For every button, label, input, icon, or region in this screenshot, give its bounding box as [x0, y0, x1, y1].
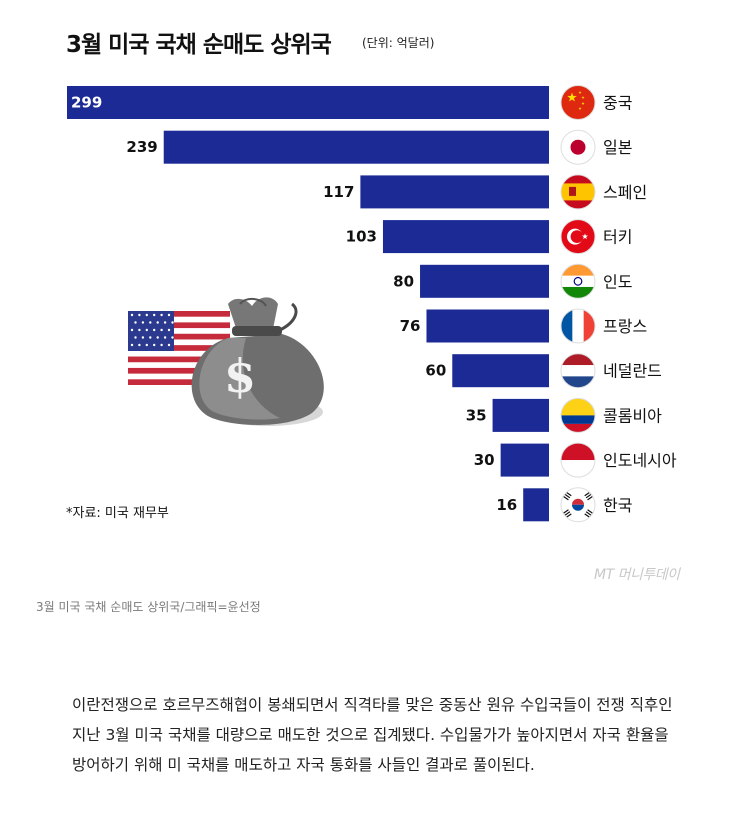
data-label: 117 — [323, 183, 354, 201]
france-flag-icon — [561, 309, 595, 343]
money-bag-icon: $ — [191, 297, 324, 426]
data-label: 16 — [496, 496, 517, 514]
category-label: 콜롬비아 — [603, 406, 662, 425]
bar — [163, 130, 549, 164]
bar — [492, 398, 549, 432]
japan-flag-icon — [561, 130, 595, 165]
image-caption: 3월 미국 국채 순매도 상위국/그래픽=윤선정 — [36, 600, 261, 614]
data-label: 30 — [474, 451, 495, 469]
netherlands-flag-icon — [561, 353, 595, 388]
bar — [420, 264, 549, 298]
data-label: 103 — [346, 228, 377, 246]
bar — [523, 488, 549, 522]
data-label: 35 — [466, 406, 487, 424]
source-note: *자료: 미국 재무부 — [66, 506, 169, 521]
category-label: 인도네시아 — [603, 451, 677, 470]
bar — [500, 443, 549, 477]
watermark: MT 머니투데이 — [594, 567, 680, 583]
indonesia-flag-icon — [561, 443, 595, 478]
data-label: 239 — [126, 138, 157, 156]
chart-title: 3월 미국 국채 순매도 상위국 — [66, 32, 332, 58]
bar — [452, 354, 549, 388]
category-label: 스페인 — [603, 183, 647, 202]
us-flag-icon — [128, 311, 230, 385]
category-label: 프랑스 — [603, 317, 647, 336]
category-label: 네덜란드 — [603, 362, 662, 381]
spain-flag-icon — [561, 174, 595, 209]
korea-flag-icon — [561, 487, 595, 522]
article-paragraph: 이란전쟁으로 호르무즈해협이 봉쇄되면서 직격타를 맞은 중동산 원유 수입국들… — [72, 696, 673, 774]
data-label: 60 — [425, 362, 446, 380]
category-label: 한국 — [603, 496, 632, 515]
data-label: 299 — [71, 94, 102, 112]
category-label: 일본 — [603, 138, 632, 157]
colombia-flag-icon — [561, 398, 595, 433]
dollar-sign-icon: $ — [224, 349, 256, 403]
category-label: 중국 — [603, 94, 632, 113]
bar-chart: $ 299 중국 239 일본 117 스페인 103 터키 80 인도 76 프랑스 60 네덜란드 35… — [67, 85, 677, 523]
bar — [382, 220, 549, 254]
unit-label: (단위: 억달러) — [362, 36, 435, 50]
china-flag-icon — [561, 85, 595, 120]
bar — [67, 86, 549, 119]
data-label: 80 — [393, 272, 414, 290]
category-label: 인도 — [603, 272, 632, 291]
india-flag-icon — [561, 264, 595, 299]
category-label: 터키 — [603, 228, 632, 247]
bar — [360, 175, 549, 209]
data-label: 76 — [400, 317, 421, 335]
bar — [426, 309, 549, 343]
turkey-flag-icon — [561, 219, 595, 254]
